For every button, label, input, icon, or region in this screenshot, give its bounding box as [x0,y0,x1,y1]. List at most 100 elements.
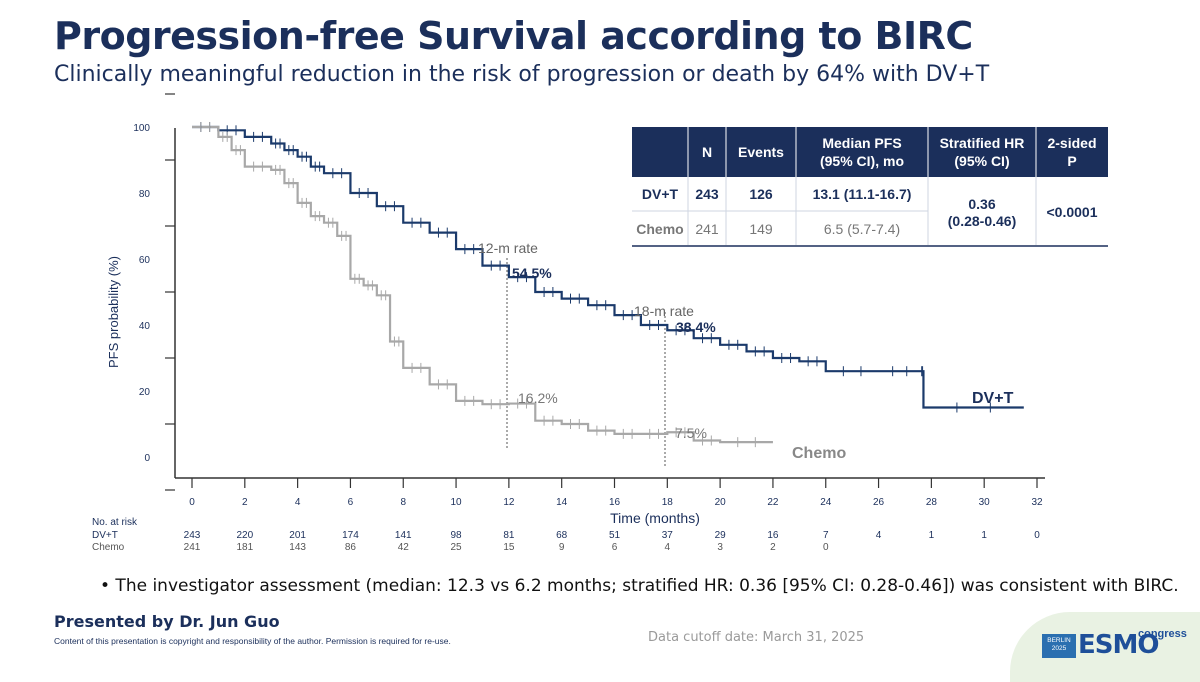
at-risk-value: 141 [395,530,412,541]
logo-name: ESMO [1078,630,1159,660]
at-risk-label-dvt: DV+T [92,530,118,541]
annot-12m-rate: 12-m rate [478,240,538,256]
at-risk-value: 25 [451,542,463,553]
summary-table: N Events Median PFS (95% CI), mo Stratif… [632,127,1108,247]
at-risk-value: 4 [665,542,671,553]
y-ticks: 0 20 40 60 80 100 [133,93,175,491]
at-risk-value: 37 [662,530,674,541]
x-tick-label: 28 [926,497,938,508]
th-hr-2: (95% CI) [954,153,1009,169]
at-risk-value: 241 [184,542,201,553]
series-label-chemo: Chemo [792,445,846,462]
at-risk-value: 3 [717,542,723,553]
th-p-2: P [1067,153,1076,169]
th-n: N [702,144,712,160]
at-risk-value: 7 [823,530,829,541]
at-risk-value: 9 [559,542,565,553]
row-chemo-median: 6.5 (5.7-7.4) [824,221,900,237]
presenter: Presented by Dr. Jun Guo [54,612,280,631]
corner-decoration [1010,612,1200,682]
annot-18m-rate: 18-m rate [634,303,694,319]
at-risk-value: 2 [770,542,776,553]
x-tick-label: 2 [242,497,248,508]
x-tick-label: 6 [348,497,354,508]
table-hr-1: 0.36 [968,196,995,212]
x-tick-label: 30 [979,497,991,508]
slide-subtitle: Clinically meaningful reduction in the r… [54,62,990,87]
y-axis-label: PFS probability (%) [106,256,121,368]
row-dvt-events: 126 [749,186,773,202]
curve-dvt [192,125,1024,409]
at-risk-title: No. at risk [92,517,138,528]
y-tick-label: 100 [133,123,150,134]
th-median-2: (95% CI), mo [820,153,904,169]
row-chemo-n: 241 [695,221,719,237]
series-label-dvt: DV+T [972,390,1014,407]
x-tick-label: 24 [820,497,832,508]
at-risk-value: 1 [981,530,987,541]
at-risk-value: 16 [767,530,779,541]
x-tick-label: 14 [556,497,568,508]
at-risk-value: 42 [398,542,410,553]
at-risk-value: 29 [715,530,727,541]
at-risk-label-chemo: Chemo [92,542,125,553]
at-risk-value: 1 [929,530,935,541]
footnote-bullet: • The investigator assessment (median: 1… [100,576,1179,596]
logo-suffix: congress [1138,628,1187,640]
x-tick-label: 4 [295,497,301,508]
x-tick-label: 16 [609,497,621,508]
at-risk-value: 51 [609,530,621,541]
censor-marks [200,122,991,448]
th-events: Events [738,144,784,160]
at-risk-value: 174 [342,530,359,541]
row-dvt-median: 13.1 (11.1-16.7) [813,186,912,202]
at-risk-value: 181 [236,542,253,553]
annot-chemo-18m: 7.5% [675,425,707,441]
x-tick-label: 32 [1031,497,1043,508]
x-axis-label: Time (months) [610,510,700,526]
at-risk-value: 98 [451,530,463,541]
th-median-1: Median PFS [822,135,901,151]
at-risk-value: 15 [503,542,515,553]
x-ticks: 0 2 4 6 8 10 12 14 16 18 20 22 24 26 28 30 32 [189,478,1043,508]
esmo-logo: BERLIN 2025 ESMO congress [1040,622,1190,662]
at-risk-value: 220 [236,530,253,541]
x-tick-label: 10 [451,497,463,508]
row-dvt-arm: DV+T [642,186,679,202]
at-risk-value: 6 [612,542,618,553]
th-p-1: 2-sided [1047,135,1096,151]
y-tick-label: 60 [139,255,151,266]
x-tick-label: 0 [189,497,195,508]
x-tick-label: 22 [767,497,779,508]
at-risk-value: 143 [289,542,306,553]
at-risk-value: 0 [1034,530,1040,541]
x-tick-label: 12 [503,497,515,508]
annot-dvt-18m: 38.4% [676,319,716,335]
table-hr-2: (0.28-0.46) [948,213,1016,229]
x-tick-label: 26 [873,497,885,508]
at-risk-value: 81 [503,530,515,541]
row-chemo-events: 149 [749,221,773,237]
annot-chemo-12m: 16.2% [518,390,558,406]
table-p: <0.0001 [1047,204,1098,220]
annot-dvt-12m: 54.5% [512,265,552,281]
slide-title: Progression-free Survival according to B… [54,14,973,58]
table-header-bg [632,127,1108,177]
y-tick-label: 40 [139,321,151,332]
data-cutoff: Data cutoff date: March 31, 2025 [648,630,865,645]
logo-badge: BERLIN 2025 [1042,634,1076,658]
th-hr-1: Stratified HR [940,135,1025,151]
at-risk-value: 4 [876,530,882,541]
at-risk-value: 68 [556,530,568,541]
at-risk-value: 201 [289,530,306,541]
y-tick-label: 80 [139,189,151,200]
at-risk-value: 0 [823,542,829,553]
row-dvt-n: 243 [695,186,719,202]
at-risk-values: 2 4 3 220 201 174 141 98 81 68 51 37 29 16 7 4 1 1 0 241 181… [184,530,1041,553]
x-tick-label: 18 [662,497,674,508]
y-tick-label: 20 [139,387,151,398]
y-tick-label: 0 [144,453,150,464]
at-risk-value: 86 [345,542,357,553]
copyright-note: Content of this presentation is copyrigh… [54,636,451,646]
